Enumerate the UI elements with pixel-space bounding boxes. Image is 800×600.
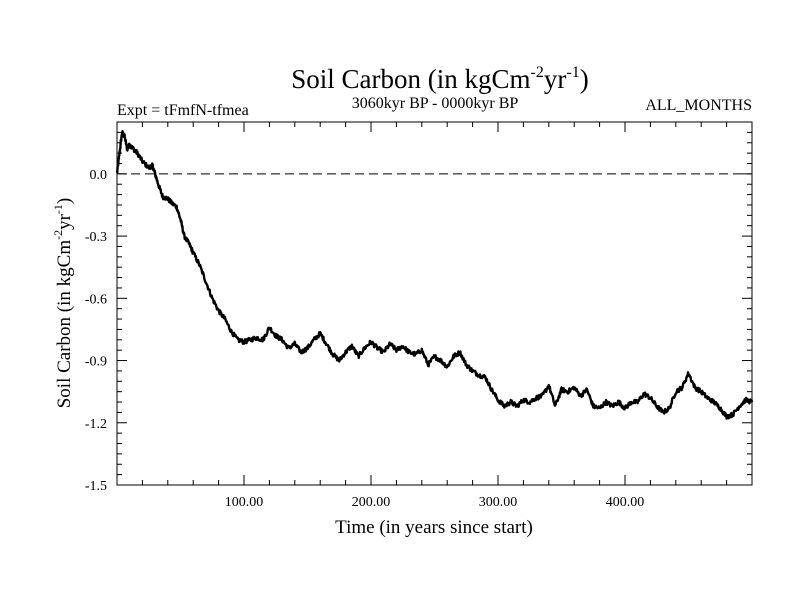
major-ticks	[117, 122, 752, 486]
subtitle-center: 3060kyr BP - 0000kyr BP	[352, 95, 519, 112]
y-tick-label: -1.2	[85, 417, 107, 432]
y-tick-label: -1.5	[85, 479, 107, 494]
plot-frame	[116, 121, 753, 486]
x-tick-label: 100.00	[225, 495, 264, 510]
y-tick-label: -0.3	[85, 230, 107, 245]
chart-title: Soil Carbon (in kgCm-2yr-1)	[291, 64, 588, 94]
y-axis-label: Soil Carbon (in kgCm-2yr-1)	[51, 198, 75, 409]
minor-ticks	[117, 121, 752, 485]
series-line	[116, 130, 754, 420]
subtitle-right: ALL_MONTHS	[645, 97, 752, 114]
x-axis-label: Time (in years since start)	[335, 517, 533, 538]
x-tick-label: 300.00	[479, 495, 518, 510]
subtitle-left: Expt = tFmfN-tfmea	[117, 102, 249, 119]
x-tick-labels: 100.00 200.00 300.00 400.00	[225, 495, 645, 510]
y-tick-labels: 0.0 -0.3 -0.6 -0.9 -1.2 -1.5	[85, 168, 107, 494]
x-tick-label: 200.00	[352, 495, 391, 510]
y-tick-label: 0.0	[90, 168, 108, 183]
y-tick-label: -0.9	[85, 355, 107, 370]
y-tick-label: -0.6	[85, 292, 107, 307]
x-tick-label: 400.00	[606, 495, 645, 510]
